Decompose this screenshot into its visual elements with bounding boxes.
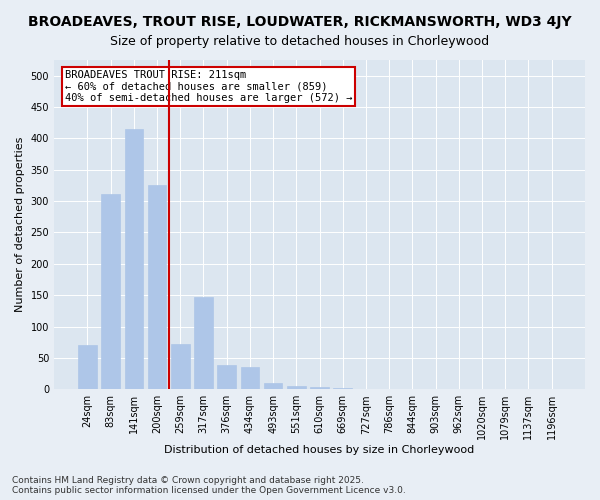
Bar	[148, 186, 166, 389]
Text: BROADEAVES TROUT RISE: 211sqm
← 60% of detached houses are smaller (859)
40% of : BROADEAVES TROUT RISE: 211sqm ← 60% of d…	[65, 70, 352, 103]
Bar	[403, 388, 422, 389]
Bar	[264, 383, 283, 389]
Bar	[78, 346, 97, 389]
Bar	[217, 366, 236, 389]
Bar	[125, 129, 143, 389]
Bar	[171, 344, 190, 389]
Bar	[380, 388, 398, 389]
Text: Size of property relative to detached houses in Chorleywood: Size of property relative to detached ho…	[110, 35, 490, 48]
Bar	[356, 388, 375, 389]
Bar	[310, 388, 329, 389]
Bar	[194, 297, 213, 389]
Bar	[334, 388, 352, 389]
Bar	[287, 386, 305, 389]
Y-axis label: Number of detached properties: Number of detached properties	[15, 137, 25, 312]
Bar	[241, 368, 259, 389]
X-axis label: Distribution of detached houses by size in Chorleywood: Distribution of detached houses by size …	[164, 445, 475, 455]
Text: Contains HM Land Registry data © Crown copyright and database right 2025.
Contai: Contains HM Land Registry data © Crown c…	[12, 476, 406, 495]
Text: BROADEAVES, TROUT RISE, LOUDWATER, RICKMANSWORTH, WD3 4JY: BROADEAVES, TROUT RISE, LOUDWATER, RICKM…	[28, 15, 572, 29]
Bar	[101, 194, 120, 389]
